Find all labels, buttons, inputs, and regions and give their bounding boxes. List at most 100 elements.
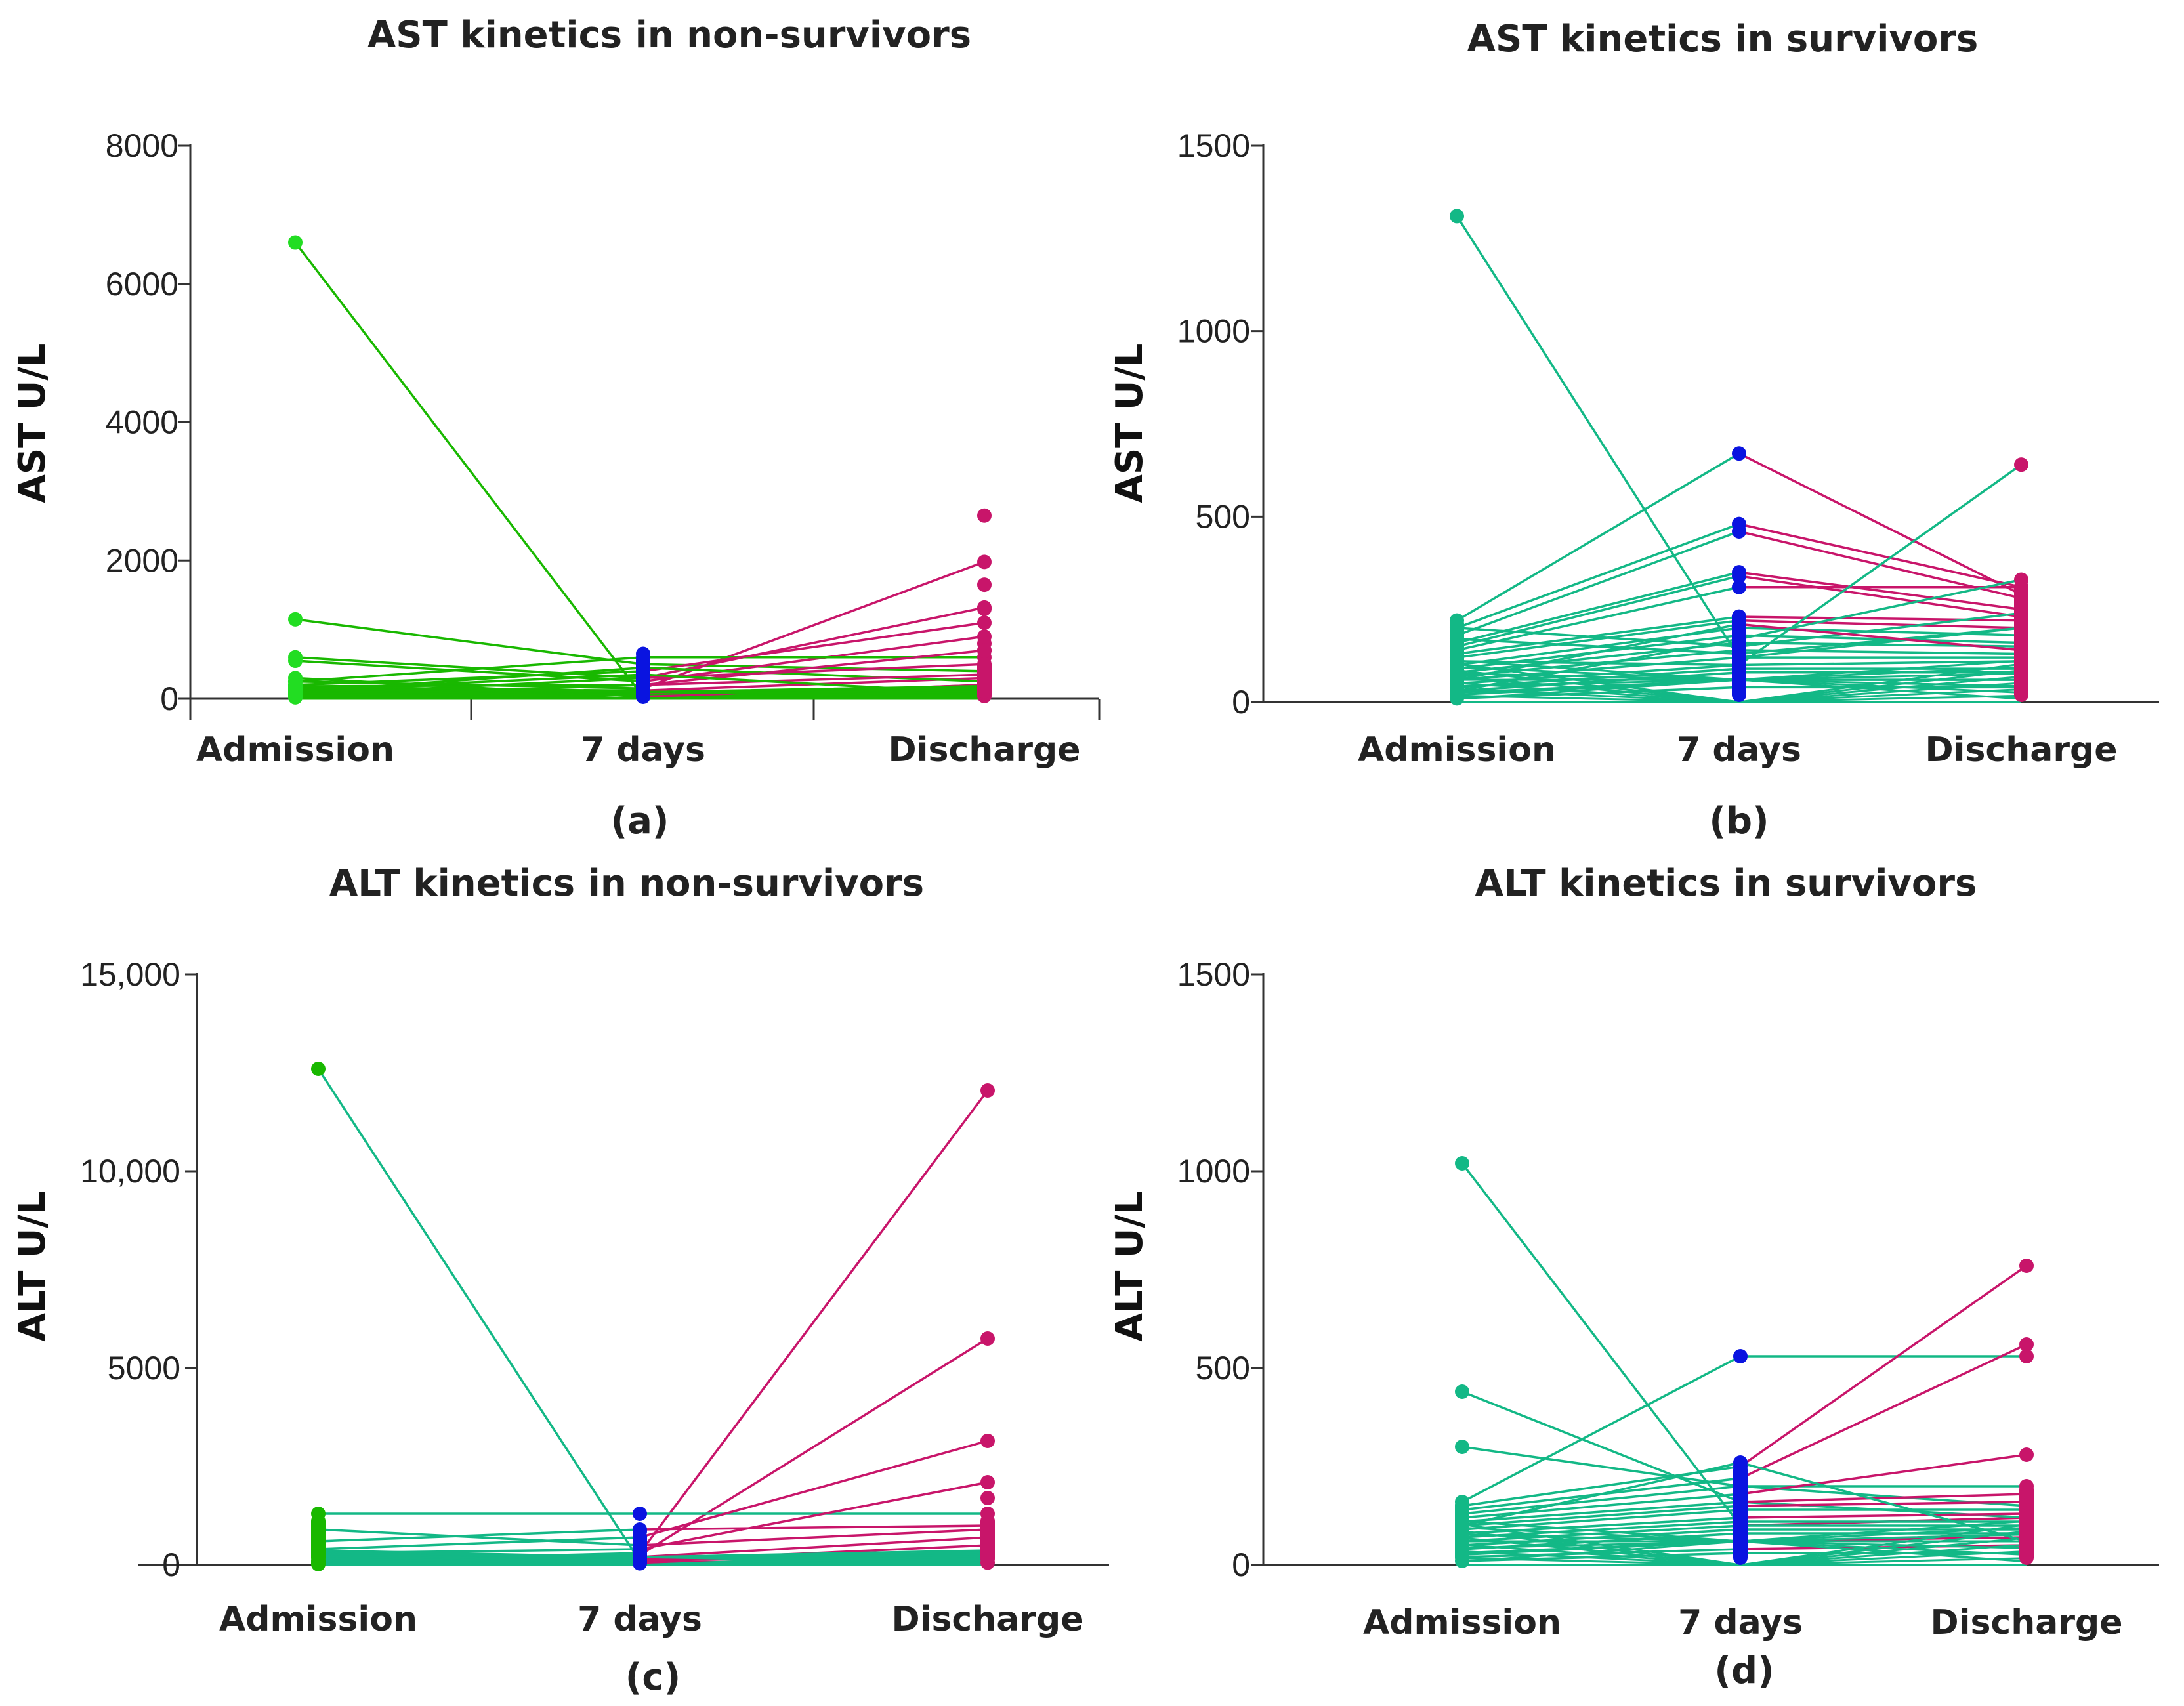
x-category-label: Discharge — [1925, 730, 2117, 770]
panel-c: ALT kinetics in non-survivors ALT U/L 0 500… — [11, 862, 1109, 1699]
series-line-segment — [295, 656, 644, 683]
series-line-segment — [1456, 575, 1740, 648]
chart-title: AST kinetics in non-survivors — [368, 14, 971, 56]
stacked-points — [2019, 1482, 2034, 1565]
y-tick-label: 500 — [1196, 498, 1250, 535]
chart-title: ALT kinetics in survivors — [1475, 862, 1977, 905]
admission-point — [311, 1062, 326, 1076]
x-category-label: 7 days — [581, 730, 705, 770]
series-line-segment — [318, 1528, 640, 1547]
panel-label: (c) — [625, 1656, 681, 1699]
admission-point — [288, 612, 303, 627]
series-line-segment — [1456, 615, 1740, 655]
series-line-segment — [1740, 1501, 2027, 1507]
y-axis-label: AST U/L — [11, 344, 54, 503]
discharge-point — [977, 615, 992, 631]
x-category-label: 7 days — [1677, 730, 1801, 770]
discharge-point — [977, 577, 992, 593]
series-line-segment — [1456, 215, 1740, 659]
seven-day-point — [1732, 524, 1746, 539]
series-line-segment — [318, 1536, 640, 1550]
series-line-segment — [1461, 1461, 1741, 1527]
series-line-segment — [639, 1089, 989, 1554]
series-line-segment — [639, 1337, 988, 1556]
series-line-segment — [295, 656, 644, 680]
series-line-segment — [639, 1481, 988, 1550]
series-line-segment — [1461, 1446, 1741, 1488]
discharge-point — [980, 1083, 995, 1098]
series-line-segment — [1740, 1493, 2027, 1503]
series-line-segment — [1461, 1501, 1741, 1523]
y-axis-label: AST U/L — [1108, 344, 1151, 503]
x-category-label: 7 days — [578, 1600, 702, 1639]
stacked-points — [1733, 1463, 1748, 1565]
series-line-segment — [1738, 452, 2022, 596]
data-points — [311, 1062, 995, 1571]
series-line-segment — [1456, 530, 1740, 636]
stacked-points — [1732, 609, 1746, 702]
series-lines — [294, 241, 985, 699]
series-line-segment — [1738, 571, 2022, 611]
admission-point — [1455, 1156, 1469, 1171]
series-line-segment — [1456, 671, 1740, 692]
series-line-segment — [639, 1524, 988, 1531]
y-tick-label: 1000 — [1177, 1153, 1250, 1190]
series-line-segment — [1738, 634, 2022, 644]
series-line-segment — [1738, 615, 2022, 622]
panel-label: (d) — [1714, 1650, 1774, 1692]
series-line-segment — [642, 666, 985, 683]
discharge-point — [977, 602, 992, 617]
admission-point — [288, 235, 303, 250]
discharge-point — [977, 508, 992, 523]
stacked-points — [311, 1514, 326, 1565]
discharge-point — [2019, 1259, 2034, 1273]
series-line-segment — [639, 1528, 988, 1547]
x-category-label: Admission — [1358, 730, 1556, 770]
y-tick-label: 5000 — [108, 1350, 180, 1386]
series-line-segment — [1740, 1512, 2027, 1519]
chart-title: ALT kinetics in non-survivors — [329, 862, 924, 905]
series-line-segment — [1461, 1493, 1741, 1519]
discharge-point — [2014, 457, 2028, 472]
discharge-point — [977, 643, 992, 658]
y-axis-label: ALT U/L — [11, 1191, 54, 1341]
series-line-segment — [1739, 1264, 2028, 1468]
y-tick-label: 1500 — [1177, 127, 1250, 164]
x-category-label: Discharge — [1930, 1603, 2122, 1642]
discharge-point — [2019, 1447, 2034, 1462]
series-line-segment — [317, 1068, 641, 1562]
series-line-segment — [1740, 1453, 2027, 1495]
series-line-segment — [642, 649, 985, 686]
series-line-segment — [1456, 452, 1740, 622]
series-line-segment — [642, 621, 985, 673]
series-line-segment — [639, 1440, 988, 1539]
series-line-segment — [1461, 1355, 1741, 1503]
x-category-label: Admission — [196, 730, 394, 770]
stacked-points — [1455, 1498, 1469, 1565]
y-tick-label: 1000 — [1177, 313, 1250, 350]
admission-point — [1455, 1440, 1469, 1454]
stacked-points — [2014, 579, 2028, 702]
series-line-segment — [1456, 619, 1740, 659]
stacked-points — [636, 654, 650, 699]
series-line-segment — [1738, 612, 2022, 648]
series-lines — [317, 1068, 989, 1566]
series-line-segment — [1456, 649, 1740, 678]
data-points — [288, 235, 992, 705]
admission-point — [288, 654, 303, 669]
x-category-label: Admission — [1363, 1603, 1561, 1642]
series-line-segment — [642, 663, 985, 680]
series-line-segment — [1740, 1461, 2027, 1543]
series-line-segment — [1738, 649, 2022, 655]
y-tick-label: 1500 — [1177, 956, 1250, 993]
admission-point — [1450, 209, 1464, 224]
panel-label: (a) — [611, 800, 669, 843]
series-line-segment — [1461, 1505, 1741, 1527]
panel-b: AST kinetics in survivors AST U/L 0 500 1000… — [1108, 18, 2159, 843]
series-line-segment — [295, 618, 644, 666]
series-line-segment — [1456, 638, 1740, 655]
series-lines — [1461, 1162, 2028, 1562]
series-line-segment — [1461, 1548, 1741, 1558]
x-category-label: Admission — [219, 1600, 417, 1639]
